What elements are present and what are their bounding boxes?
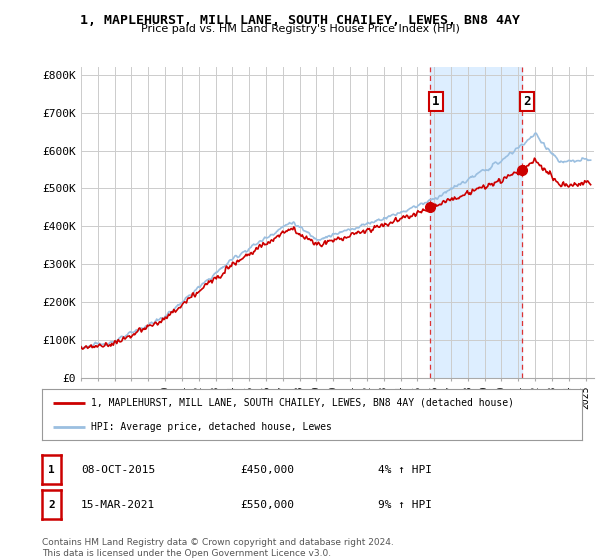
Text: 4% ↑ HPI: 4% ↑ HPI — [378, 465, 432, 475]
Text: 08-OCT-2015: 08-OCT-2015 — [81, 465, 155, 475]
Bar — [430, 67, 522, 378]
Text: £550,000: £550,000 — [240, 500, 294, 510]
Text: 2: 2 — [524, 95, 531, 108]
Text: HPI: Average price, detached house, Lewes: HPI: Average price, detached house, Lewe… — [91, 422, 331, 432]
Text: 15-MAR-2021: 15-MAR-2021 — [81, 500, 155, 510]
Text: Contains HM Land Registry data © Crown copyright and database right 2024.
This d: Contains HM Land Registry data © Crown c… — [42, 538, 394, 558]
Text: 2: 2 — [48, 500, 55, 510]
Text: 9% ↑ HPI: 9% ↑ HPI — [378, 500, 432, 510]
Text: Price paid vs. HM Land Registry's House Price Index (HPI): Price paid vs. HM Land Registry's House … — [140, 24, 460, 34]
Text: 1, MAPLEHURST, MILL LANE, SOUTH CHAILEY, LEWES, BN8 4AY (detached house): 1, MAPLEHURST, MILL LANE, SOUTH CHAILEY,… — [91, 398, 514, 408]
Text: 1, MAPLEHURST, MILL LANE, SOUTH CHAILEY, LEWES, BN8 4AY: 1, MAPLEHURST, MILL LANE, SOUTH CHAILEY,… — [80, 14, 520, 27]
Text: £450,000: £450,000 — [240, 465, 294, 475]
Text: 1: 1 — [432, 95, 440, 108]
Text: 1: 1 — [48, 465, 55, 475]
